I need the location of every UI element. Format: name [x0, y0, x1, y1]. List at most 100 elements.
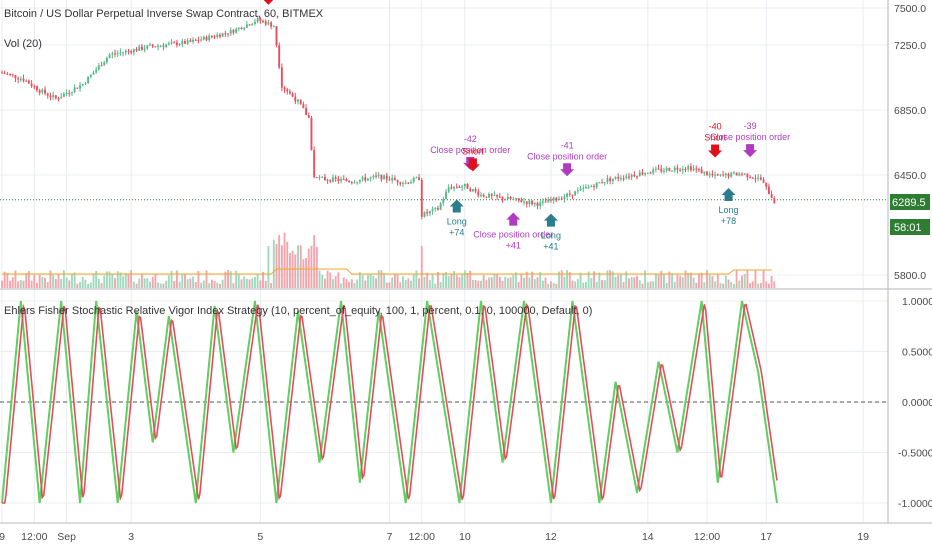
candle-body	[762, 179, 765, 183]
candle-body	[205, 36, 208, 40]
time-tick-label: Sep	[57, 531, 76, 543]
candle-body	[439, 203, 442, 210]
candle-body	[127, 50, 130, 52]
candle-body	[498, 196, 501, 198]
volume-bar	[671, 273, 673, 288]
candle-body	[79, 85, 81, 89]
candle-body	[571, 194, 574, 196]
candle-body	[480, 194, 482, 196]
volume-bar	[348, 281, 351, 288]
volume-bar	[210, 279, 213, 288]
candle-body	[673, 167, 676, 171]
volume-bar	[455, 275, 458, 288]
trade-marker-long[interactable]: Long+74	[447, 199, 467, 238]
volume-label: Vol (20)	[4, 38, 42, 50]
volume-bar	[22, 280, 25, 288]
volume-bar	[458, 277, 461, 288]
candle-body	[517, 198, 520, 201]
time-axis[interactable]: 9 12:00 Sep 3 5 7 12:00 10 12 14 12:00 17 19	[0, 531, 869, 543]
osc-tick-label: 1.0000	[902, 296, 932, 308]
trade-label: Close position order	[430, 145, 510, 155]
price-axis[interactable]: 7500.0 7250.0 6850.0 6450.0 5800.0	[894, 3, 926, 282]
candle-body	[186, 40, 189, 44]
candle-body	[375, 175, 377, 177]
candle-body	[81, 84, 84, 86]
volume-bar	[431, 274, 434, 288]
candle-body	[237, 27, 240, 29]
candle-body	[706, 171, 708, 176]
trade-marker-short[interactable]: Short	[462, 146, 484, 172]
volume-bar	[461, 273, 464, 288]
trade-label: -42	[464, 134, 477, 144]
oscillator-axis[interactable]: 1.0000 0.5000 0.0000 -0.5000 -1.0000	[898, 296, 932, 510]
volume-bar	[254, 276, 256, 288]
candle-body	[297, 99, 299, 102]
volume-bar	[332, 279, 334, 288]
candle-body	[270, 22, 273, 27]
trade-marker-close[interactable]: Close position order+41	[473, 212, 553, 251]
candle-body	[638, 172, 641, 177]
candle-body	[202, 36, 205, 40]
candle-body	[73, 87, 76, 93]
trade-label: Long	[719, 205, 739, 215]
candle-body	[671, 170, 673, 172]
volume-bar	[267, 246, 270, 288]
volume-bar	[9, 280, 12, 288]
volume-bar	[563, 276, 566, 288]
volume-bar	[52, 275, 55, 288]
candle-body	[240, 27, 243, 30]
volume-bar	[197, 271, 200, 288]
candle-body	[151, 44, 154, 47]
candle-body	[770, 194, 773, 199]
candle-body	[323, 176, 326, 180]
trade-marker-long[interactable]: Long+78	[719, 188, 739, 226]
volume-bar	[593, 271, 595, 288]
candle-body	[340, 179, 342, 181]
candle-body	[262, 20, 264, 22]
candle-body	[531, 200, 534, 205]
volume-bar	[232, 283, 235, 288]
volume-bar	[692, 277, 695, 288]
volume-bar	[286, 241, 289, 288]
volume-bar	[536, 277, 539, 288]
volume-bar	[6, 273, 9, 288]
candle-body	[665, 168, 668, 171]
candle-body	[184, 41, 186, 44]
volume-bar	[81, 277, 84, 288]
volume-bar	[684, 270, 687, 288]
volume-bar	[531, 271, 534, 288]
volume-bar	[393, 273, 396, 288]
volume-bar	[668, 271, 671, 288]
candle-body	[606, 178, 609, 183]
candle-body	[149, 44, 151, 46]
candle-body	[60, 96, 63, 99]
candle-body	[342, 179, 345, 181]
trade-marker-short[interactable]	[261, 0, 275, 5]
candle-body	[302, 104, 305, 109]
volume-bar	[566, 270, 569, 288]
volume-bar	[533, 279, 536, 288]
volume-bar	[482, 275, 485, 288]
candle-body	[719, 174, 722, 176]
volume-bar	[517, 282, 520, 288]
volume-bar	[754, 270, 757, 288]
candle-body	[318, 177, 321, 179]
volume-bar	[582, 282, 585, 288]
volume-bar	[727, 279, 730, 288]
volume-bar	[127, 273, 130, 288]
volume-bar	[159, 283, 162, 288]
volume-bar	[297, 245, 299, 288]
trade-marker-long[interactable]: Long+41	[541, 213, 561, 252]
volume-bar	[695, 282, 698, 288]
time-tick-label: 5	[257, 531, 263, 543]
volume-bar	[11, 277, 14, 288]
candle-body	[558, 198, 560, 201]
candle-body	[619, 178, 622, 180]
volume-bar	[388, 282, 391, 288]
